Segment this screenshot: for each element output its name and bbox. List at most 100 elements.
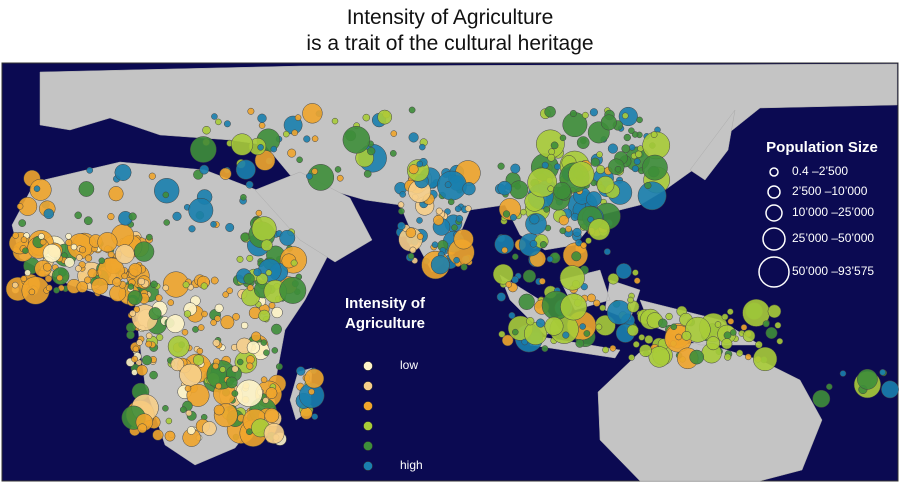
settlement-dot xyxy=(76,254,83,261)
settlement-dot xyxy=(16,203,24,210)
settlement-dot xyxy=(128,263,143,277)
settlement-dot xyxy=(265,269,273,276)
settlement-dot xyxy=(132,345,140,353)
settlement-dot xyxy=(336,174,344,182)
settlement-dot xyxy=(214,303,224,313)
settlement-dot xyxy=(589,108,598,117)
legend-swatch xyxy=(363,421,373,431)
settlement-dot xyxy=(512,253,519,260)
settlement-dot xyxy=(247,284,254,292)
settlement-dot xyxy=(839,370,847,377)
settlement-dot xyxy=(75,265,82,272)
settlement-dot xyxy=(107,213,115,221)
settlement-dot xyxy=(212,362,219,370)
settlement-dot xyxy=(628,354,635,361)
settlement-dot xyxy=(127,290,143,306)
settlement-dot xyxy=(524,321,548,346)
settlement-dot xyxy=(56,274,63,282)
settlement-dot xyxy=(84,276,92,284)
settlement-dot xyxy=(451,224,458,231)
settlement-dot xyxy=(593,299,601,307)
settlement-dot xyxy=(83,216,93,226)
settlement-dot xyxy=(98,257,106,264)
settlement-dot xyxy=(114,164,132,181)
settlement-dot xyxy=(501,246,508,254)
settlement-dot xyxy=(192,326,199,333)
settlement-dot xyxy=(215,118,222,126)
settlement-dot xyxy=(606,300,632,325)
settlement-dot xyxy=(498,330,506,338)
settlement-dot xyxy=(367,146,376,156)
settlement-dot xyxy=(628,127,635,134)
settlement-dot xyxy=(188,197,214,223)
settlement-dots xyxy=(5,103,899,447)
settlement-dot xyxy=(658,318,668,329)
settlement-dot xyxy=(308,388,315,396)
settlement-dot xyxy=(541,345,549,352)
settlement-dot xyxy=(455,215,464,223)
settlement-dot xyxy=(774,321,782,329)
settlement-dot xyxy=(296,156,303,164)
settlement-dot xyxy=(53,287,60,294)
settlement-dot xyxy=(492,263,514,285)
settlement-dot xyxy=(547,153,556,162)
settlement-dot xyxy=(186,383,210,407)
settlement-dot xyxy=(579,323,586,330)
settlement-dot xyxy=(512,328,519,336)
settlement-dot xyxy=(562,331,570,339)
settlement-dot xyxy=(213,404,225,416)
settlement-dot xyxy=(128,212,137,221)
settlement-dot xyxy=(538,277,546,285)
settlement-dot xyxy=(826,383,833,390)
settlement-dot xyxy=(408,132,419,143)
settlement-dot xyxy=(632,269,639,276)
settlement-dot xyxy=(603,248,611,256)
settlement-dot xyxy=(496,292,506,302)
settlement-dot xyxy=(18,219,27,227)
settlement-dot xyxy=(881,380,899,399)
settlement-dot xyxy=(306,172,313,180)
population-legend: Population Size 0.4 –2’500 2’500 –10’000 1… xyxy=(758,139,878,288)
settlement-dot xyxy=(303,135,311,143)
settlement-dot xyxy=(723,331,732,340)
settlement-dot xyxy=(526,317,535,326)
settlement-dot xyxy=(590,157,600,167)
settlement-dot xyxy=(550,141,559,150)
settlement-dot xyxy=(275,363,283,371)
settlement-dot xyxy=(587,293,596,303)
settlement-dot xyxy=(554,163,561,170)
settlement-dot xyxy=(527,167,558,198)
settlement-dot xyxy=(201,310,208,318)
settlement-dot xyxy=(408,164,419,175)
settlement-dot xyxy=(416,160,424,168)
settlement-dot xyxy=(681,330,692,341)
legend-size-circle xyxy=(758,256,790,288)
settlement-dot xyxy=(247,107,255,115)
settlement-dot xyxy=(84,254,93,262)
settlement-dot xyxy=(260,376,268,383)
settlement-dot xyxy=(454,205,462,213)
settlement-dot xyxy=(42,243,62,263)
settlement-dot xyxy=(29,178,52,201)
settlement-dot xyxy=(520,208,527,216)
settlement-dot xyxy=(546,255,554,263)
settlement-dot xyxy=(232,313,240,321)
settlement-dot xyxy=(183,310,192,318)
legend-label: 0.4 –2’500 xyxy=(792,164,848,178)
settlement-dot xyxy=(87,268,98,279)
settlement-dot xyxy=(107,251,115,258)
settlement-dot xyxy=(435,207,443,215)
settlement-dot xyxy=(529,214,540,225)
settlement-dot xyxy=(133,306,140,313)
settlement-dot xyxy=(684,316,711,343)
title-band xyxy=(0,0,900,62)
settlement-dot xyxy=(529,240,538,248)
settlement-dot xyxy=(724,353,732,361)
settlement-dot xyxy=(398,208,405,215)
settlement-dot xyxy=(225,376,238,389)
settlement-dot xyxy=(163,219,170,226)
legend-swatch xyxy=(363,441,373,451)
settlement-dot xyxy=(231,365,239,373)
settlement-dot xyxy=(260,239,273,252)
